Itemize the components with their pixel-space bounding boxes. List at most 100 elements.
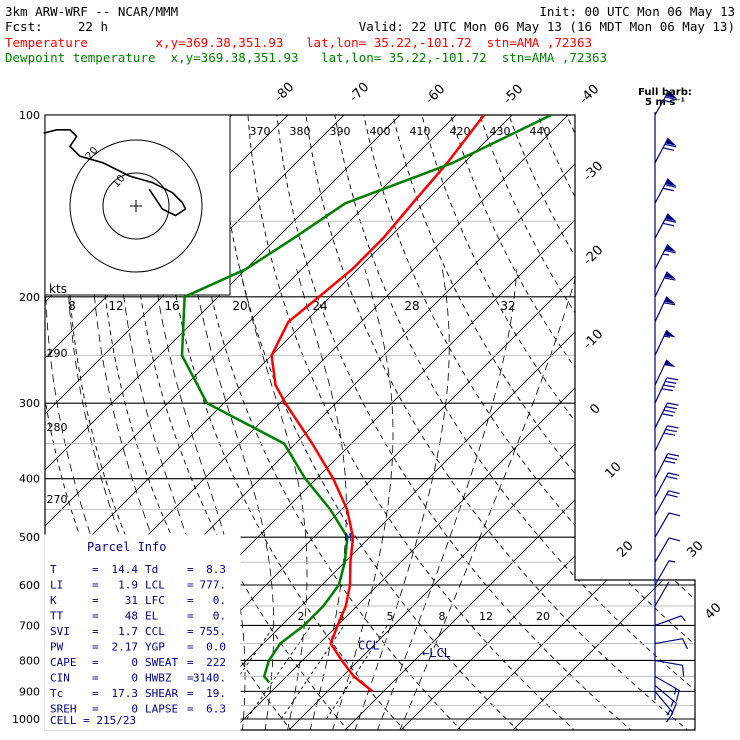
dry-adiabat: [682, 115, 695, 730]
wind-barb-flag: [666, 90, 678, 99]
valid-time: Valid: 22 UTC Mon 06 May 13 (16 MDT Mon …: [359, 19, 735, 34]
moist-adiabat: [376, 269, 518, 730]
wind-barb-full: [668, 490, 680, 495]
parcel-info-eq: =: [92, 656, 99, 669]
wind-barb: [654, 137, 677, 164]
parcel-info-eq: =: [92, 563, 99, 576]
pressure-label: 100: [19, 109, 40, 122]
wind-barb: [654, 581, 670, 607]
mixing-ratio-label: 8: [439, 610, 446, 623]
theta-e-label: 390: [330, 125, 351, 138]
parcel-info-key: CELL = 215/23: [50, 714, 136, 727]
hodograph-speed-label: 16: [164, 299, 179, 313]
wind-barb: [654, 453, 679, 479]
wind-barb-staff: [654, 329, 668, 356]
isotherm-label: 30: [684, 538, 706, 560]
isotherm-line: [230, 115, 695, 730]
wind-barb-full: [664, 219, 677, 223]
dry-adiabat: [450, 115, 695, 730]
wind-barb: [654, 90, 678, 116]
wind-barb-staff: [654, 615, 682, 627]
isotherm-label: -80: [272, 80, 298, 106]
wind-barb-full: [675, 690, 680, 702]
dry-adiabat: [566, 115, 695, 730]
wind-barb-full: [663, 460, 676, 464]
wind-barb: [654, 271, 676, 298]
hodograph-trace: [43, 129, 187, 217]
parcel-info-eq: =: [92, 672, 99, 685]
parcel-info-key: YGP: [145, 641, 165, 654]
parcel-info-eq: =: [187, 656, 194, 669]
wind-barb-flag: [665, 178, 677, 187]
wind-barb-full: [666, 475, 678, 480]
dry-adiabat: [218, 115, 520, 730]
wind-barb-staff: [654, 178, 669, 204]
wind-barb-full: [663, 409, 676, 413]
wind-barb-full: [663, 99, 675, 104]
isotherm-line: [510, 115, 695, 730]
isotherm-line: [45, 115, 401, 730]
wind-barb: [654, 296, 676, 323]
wind-barb-flag: [664, 359, 676, 368]
lcl-marker: ←LCL: [422, 646, 451, 660]
wind-barb-full: [665, 456, 678, 461]
mixing-ratio-label: 20: [536, 610, 550, 623]
moist-adiabat: [398, 269, 579, 730]
wind-barb-staff: [654, 213, 669, 239]
wind-barb-half: [680, 615, 686, 622]
parcel-info-key: CIN: [50, 672, 70, 685]
parcel-info-value: 0.: [213, 594, 226, 607]
wind-barb-staff: [654, 581, 670, 607]
parcel-info-eq: =: [92, 703, 99, 716]
wind-barb-staff: [654, 425, 668, 452]
wind-barb-staff: [654, 560, 670, 586]
profile-dewpoint: [180, 115, 552, 684]
parcel-info-value: 222: [206, 656, 226, 669]
wind-barb-full: [666, 712, 674, 723]
barb-legend-unit: 5 m s⁻¹: [645, 97, 685, 108]
moist-adiabat: [239, 269, 308, 730]
wind-barb: [654, 402, 679, 429]
parcel-info-key: Tc: [50, 687, 63, 700]
parcel-info-key: SWEAT: [145, 656, 178, 669]
dry-adiabat: [305, 115, 691, 730]
temperature-legend: Temperature x,y=369.38,351.93 lat,lon= 3…: [5, 35, 592, 50]
isotherm-line: [286, 115, 695, 730]
model-title: 3km ARW-WRF -- NCAR/MMM: [5, 4, 178, 19]
wind-barb: [654, 425, 679, 452]
theta-e-label: 370: [250, 125, 271, 138]
parcel-info-value: 0: [131, 672, 138, 685]
wind-barb-staff: [654, 271, 668, 298]
hodograph-ring: [102, 172, 170, 240]
hodograph-speed-label: kts: [49, 282, 67, 296]
isotherm-line: [398, 115, 695, 730]
wind-barb-full: [666, 377, 679, 381]
moist-adiabat: [153, 269, 246, 730]
isotherm-label: -50: [501, 82, 527, 108]
mixing-ratio-label: 2: [298, 610, 305, 623]
wind-barb: [654, 243, 677, 270]
wind-barb-full: [665, 96, 677, 101]
wind-barb: [654, 638, 688, 650]
dry-adiabat: [537, 115, 695, 730]
wind-barb-half: [663, 335, 671, 338]
parcel-info-value: 14.4: [112, 563, 139, 576]
dry-adiabat: [392, 115, 695, 730]
isotherm-label: 40: [702, 600, 724, 622]
mixing-ratio-line: [326, 625, 388, 720]
wind-barb-full: [663, 432, 676, 436]
wind-barb-half: [662, 253, 670, 256]
wind-barb-flag: [664, 329, 676, 338]
isotherm-label: -40: [577, 82, 603, 108]
wind-barb-full: [662, 147, 675, 151]
wind-barb: [654, 690, 674, 723]
wind-barb: [654, 560, 676, 586]
dry-adiabat: [421, 115, 695, 730]
dry-adiabat: [334, 115, 695, 730]
wind-barb: [654, 685, 677, 715]
dry-adiabat: [276, 115, 634, 730]
parcel-info-value: 0.0: [206, 641, 226, 654]
hodograph-speed-label: 24: [312, 299, 327, 313]
parcel-info-value: 0.: [213, 610, 226, 623]
